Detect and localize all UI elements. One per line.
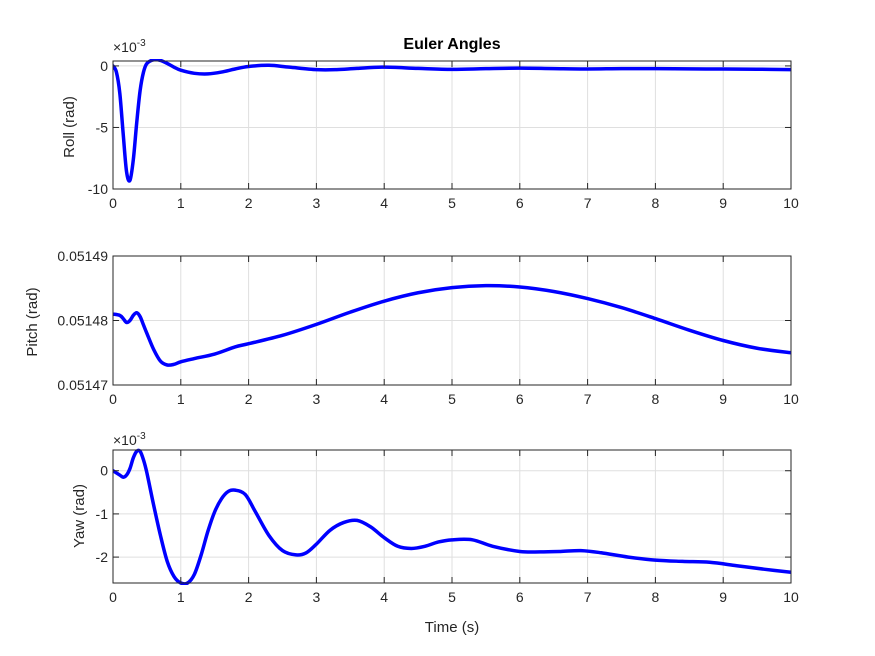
x-tick-label: 4 xyxy=(380,589,388,605)
pitch-subplot: 0 1 2 3 4 5 6 7 8 9 10 0.05147 0.05148 0.05149 Pitch … xyxy=(24,248,799,407)
x-tick-label: 1 xyxy=(177,195,185,211)
x-tick-label: 7 xyxy=(584,391,592,407)
x-tick-label: 3 xyxy=(313,589,321,605)
x-tick-label: 0 xyxy=(109,589,117,605)
pitch-series xyxy=(113,283,791,367)
x-tick-label: 3 xyxy=(313,391,321,407)
x-tick-label: 0 xyxy=(109,195,117,211)
yaw-subplot: 0 1 2 3 4 5 6 7 8 9 10 -2 -1 0 ×10-3 Yaw (rad) Time (… xyxy=(71,431,799,636)
x-tick-label: 7 xyxy=(584,589,592,605)
x-tick-label: 0 xyxy=(109,391,117,407)
y-tick-label: 0.05149 xyxy=(57,248,108,264)
x-tick-label: 2 xyxy=(245,391,253,407)
x-tick-label: 10 xyxy=(783,195,799,211)
x-tick-label: 1 xyxy=(177,589,185,605)
y-tick-label: -1 xyxy=(96,506,109,522)
x-tick-label: 5 xyxy=(448,391,456,407)
x-tick-label: 9 xyxy=(719,195,727,211)
x-tick-label: 8 xyxy=(652,589,660,605)
x-tick-label: 5 xyxy=(448,589,456,605)
roll-y-axis-label: Roll (rad) xyxy=(61,96,78,158)
x-tick-label: 7 xyxy=(584,195,592,211)
yaw-series xyxy=(113,448,791,585)
x-tick-label: 6 xyxy=(516,589,524,605)
x-tick-label: 2 xyxy=(245,589,253,605)
roll-series xyxy=(113,59,791,183)
pitch-ticks: 0 1 2 3 4 5 6 7 8 9 10 0.05147 0.05148 0.05149 xyxy=(57,248,799,407)
x-axis-label: Time (s) xyxy=(425,619,479,636)
x-tick-label: 3 xyxy=(313,195,321,211)
x-tick-label: 4 xyxy=(380,195,388,211)
yaw-series-line xyxy=(113,448,791,585)
x-tick-label: 8 xyxy=(652,195,660,211)
y-tick-label: 0.05148 xyxy=(57,313,108,329)
roll-ticks: 0 1 2 3 4 5 6 7 8 9 10 -10 -5 0 xyxy=(88,58,799,211)
x-tick-label: 5 xyxy=(448,195,456,211)
yaw-ticks: 0 1 2 3 4 5 6 7 8 9 10 -2 -1 0 xyxy=(96,450,799,605)
x-tick-label: 6 xyxy=(516,195,524,211)
y-tick-label: -5 xyxy=(96,119,109,135)
x-tick-label: 9 xyxy=(719,589,727,605)
pitch-series-line xyxy=(113,283,791,367)
yaw-exponent-multiplier: ×10-3 xyxy=(113,431,146,448)
yaw-y-axis-label: Yaw (rad) xyxy=(71,484,88,548)
x-tick-label: 9 xyxy=(719,391,727,407)
roll-series-line xyxy=(113,59,791,183)
y-tick-label: 0 xyxy=(100,58,108,74)
pitch-y-axis-label: Pitch (rad) xyxy=(24,287,41,356)
y-tick-label: -2 xyxy=(96,549,109,565)
y-tick-label: -10 xyxy=(88,181,108,197)
figure-title: Euler Angles xyxy=(403,36,500,53)
x-tick-label: 6 xyxy=(516,391,524,407)
x-tick-label: 10 xyxy=(783,391,799,407)
y-tick-label: 0 xyxy=(100,463,108,479)
x-tick-label: 4 xyxy=(380,391,388,407)
roll-exponent-multiplier: ×10-3 xyxy=(113,38,146,55)
y-tick-label: 0.05147 xyxy=(57,377,108,393)
x-tick-label: 8 xyxy=(652,391,660,407)
x-tick-label: 2 xyxy=(245,195,253,211)
roll-subplot: 0 1 2 3 4 5 6 7 8 9 10 -10 -5 0 ×10-3 Roll (rad) xyxy=(61,38,799,211)
x-tick-label: 10 xyxy=(783,589,799,605)
x-tick-label: 1 xyxy=(177,391,185,407)
